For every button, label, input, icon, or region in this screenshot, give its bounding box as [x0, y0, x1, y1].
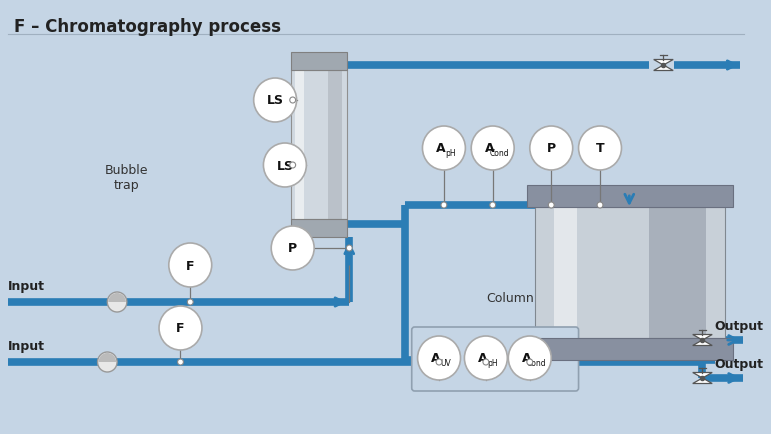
Circle shape [508, 336, 551, 380]
Circle shape [254, 78, 297, 122]
Text: A: A [436, 142, 446, 155]
Text: UV: UV [440, 358, 451, 368]
Circle shape [177, 359, 183, 365]
Polygon shape [692, 340, 712, 345]
Text: LS: LS [276, 160, 294, 172]
Circle shape [290, 162, 295, 168]
Circle shape [107, 292, 127, 312]
Circle shape [471, 126, 514, 170]
Bar [554, 207, 577, 338]
Circle shape [490, 202, 496, 208]
Circle shape [187, 299, 194, 305]
Text: Bubble
trap: Bubble trap [105, 164, 149, 192]
Circle shape [441, 202, 447, 208]
Bar [534, 207, 725, 338]
Text: Output: Output [714, 320, 763, 333]
Bar [295, 70, 304, 219]
Text: A: A [478, 352, 488, 365]
Text: A: A [522, 352, 532, 365]
Circle shape [423, 126, 466, 170]
Text: Cond: Cond [490, 148, 510, 158]
Bar [527, 338, 732, 360]
Bar [649, 207, 706, 338]
Bar [291, 52, 347, 70]
Text: F – Chromatography process: F – Chromatography process [14, 18, 281, 36]
Bar [291, 70, 347, 219]
Circle shape [271, 226, 314, 270]
Wedge shape [99, 353, 116, 362]
Circle shape [264, 143, 306, 187]
Circle shape [527, 359, 533, 365]
Text: Cond: Cond [527, 358, 547, 368]
Circle shape [290, 97, 295, 103]
Circle shape [578, 126, 621, 170]
Circle shape [436, 359, 442, 365]
Text: F: F [186, 260, 194, 273]
Text: P: P [288, 243, 298, 256]
Text: pH: pH [446, 148, 456, 158]
Circle shape [346, 245, 352, 251]
Text: P: P [547, 142, 556, 155]
Circle shape [597, 202, 603, 208]
FancyBboxPatch shape [412, 327, 578, 391]
Circle shape [464, 336, 507, 380]
Circle shape [159, 306, 202, 350]
Circle shape [98, 352, 117, 372]
Bar [527, 185, 732, 207]
Circle shape [548, 202, 554, 208]
Polygon shape [654, 65, 673, 70]
Polygon shape [692, 335, 712, 340]
Text: Input: Input [8, 340, 45, 353]
Text: T: T [596, 142, 604, 155]
Polygon shape [654, 59, 673, 65]
Circle shape [418, 336, 460, 380]
Text: Column: Column [486, 292, 534, 305]
Wedge shape [108, 293, 126, 302]
Polygon shape [692, 378, 712, 384]
Text: Output: Output [714, 358, 763, 371]
Bar [291, 219, 347, 237]
Text: F: F [177, 322, 185, 335]
Text: Input: Input [8, 280, 45, 293]
Bar [328, 70, 342, 219]
Text: pH: pH [487, 358, 498, 368]
Polygon shape [692, 372, 712, 378]
Text: A: A [431, 352, 441, 365]
Text: A: A [485, 142, 494, 155]
Circle shape [530, 126, 573, 170]
Text: LS: LS [267, 95, 284, 108]
Circle shape [483, 359, 489, 365]
Circle shape [169, 243, 212, 287]
